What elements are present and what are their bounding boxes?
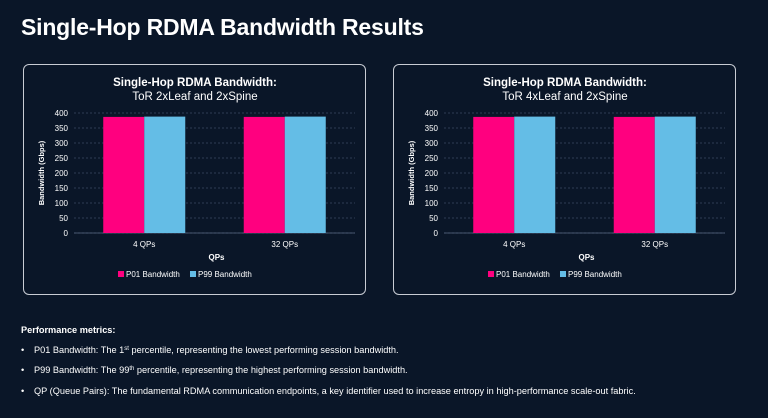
- x-tick-label: 32 QPs: [271, 240, 298, 249]
- bandwidth-chart-4xleaf: Single-Hop RDMA Bandwidth: ToR 4xLeaf and…: [407, 77, 725, 279]
- legend-swatch: [190, 271, 196, 277]
- y-tick-label: 350: [425, 124, 439, 133]
- legend-label: P99 Bandwidth: [198, 270, 252, 279]
- bar-p01-bandwidth-32-qps: [613, 116, 655, 233]
- metric-text: percentile, representing the lowest perf…: [128, 345, 399, 356]
- y-tick-label: 350: [55, 124, 69, 133]
- metric-text: percentile, representing the highest per…: [134, 365, 408, 376]
- x-tick-label: 4 QPs: [503, 240, 525, 249]
- y-tick-label: 100: [55, 199, 69, 208]
- metric-superscript: st: [124, 346, 129, 353]
- metrics-heading: Performance metrics:: [21, 325, 116, 335]
- y-tick-label: 0: [64, 229, 69, 238]
- y-tick-label: 150: [55, 184, 69, 193]
- bar-p01-bandwidth-32-qps: [243, 116, 285, 233]
- metric-superscript: th: [129, 366, 135, 373]
- y-tick-label: 400: [425, 109, 439, 118]
- y-axis-label: Bandwidth (Gbps): [407, 140, 416, 205]
- metric-item-p01: P01 Bandwidth: The 1st percentile, repre…: [21, 345, 751, 356]
- chart-subtitle: ToR 4xLeaf and 2xSpine: [502, 91, 627, 103]
- metrics-list: P01 Bandwidth: The 1st percentile, repre…: [21, 346, 751, 396]
- page-title: Single-Hop RDMA Bandwidth Results: [21, 14, 424, 40]
- y-tick-label: 0: [434, 229, 439, 238]
- y-tick-label: 100: [425, 199, 439, 208]
- x-axis-label: QPs: [208, 253, 225, 262]
- chart-subtitle: ToR 2xLeaf and 2xSpine: [132, 91, 257, 103]
- legend-label: P01 Bandwidth: [126, 270, 180, 279]
- x-tick-label: 32 QPs: [641, 240, 668, 249]
- legend-swatch: [488, 271, 494, 277]
- bar-p99-bandwidth-32-qps: [284, 116, 326, 233]
- y-tick-label: 200: [55, 169, 69, 178]
- legend-label: P01 Bandwidth: [496, 270, 550, 279]
- y-tick-label: 50: [59, 214, 68, 223]
- y-tick-label: 50: [429, 214, 438, 223]
- y-axis-label: Bandwidth (Gbps): [37, 140, 46, 205]
- bar-p01-bandwidth-4-qps: [103, 116, 145, 233]
- legend-swatch: [560, 271, 566, 277]
- y-tick-label: 400: [55, 109, 69, 118]
- y-tick-label: 250: [55, 154, 69, 163]
- bar-p99-bandwidth-32-qps: [654, 116, 696, 233]
- bar-p99-bandwidth-4-qps: [144, 116, 186, 233]
- y-tick-label: 250: [425, 154, 439, 163]
- chart-title: Single-Hop RDMA Bandwidth:: [483, 77, 647, 89]
- metric-text: P99 Bandwidth: The 99: [34, 365, 130, 376]
- x-axis-label: QPs: [578, 253, 595, 262]
- y-tick-label: 150: [425, 184, 439, 193]
- metric-text: QP (Queue Pairs): The fundamental RDMA c…: [34, 385, 636, 396]
- chart-title: Single-Hop RDMA Bandwidth:: [113, 77, 277, 89]
- metric-item-qp: QP (Queue Pairs): The fundamental RDMA c…: [21, 385, 751, 396]
- bar-p99-bandwidth-4-qps: [514, 116, 556, 233]
- y-tick-label: 300: [425, 139, 439, 148]
- y-tick-label: 300: [55, 139, 69, 148]
- x-tick-label: 4 QPs: [133, 240, 155, 249]
- legend-label: P99 Bandwidth: [568, 270, 622, 279]
- metric-text: P01 Bandwidth: The 1: [34, 345, 125, 356]
- performance-metrics: Performance metrics: P01 Bandwidth: The …: [21, 325, 751, 407]
- bandwidth-chart-2xleaf: Single-Hop RDMA Bandwidth: ToR 2xLeaf and…: [37, 77, 355, 279]
- chart-card-4xleaf: Single-Hop RDMA Bandwidth: ToR 4xLeaf and…: [393, 64, 736, 295]
- legend-swatch: [118, 271, 124, 277]
- metric-item-p99: P99 Bandwidth: The 99th percentile, repr…: [21, 365, 751, 376]
- chart-card-2xleaf: Single-Hop RDMA Bandwidth: ToR 2xLeaf and…: [23, 64, 366, 295]
- y-tick-label: 200: [425, 169, 439, 178]
- bar-p01-bandwidth-4-qps: [473, 116, 515, 233]
